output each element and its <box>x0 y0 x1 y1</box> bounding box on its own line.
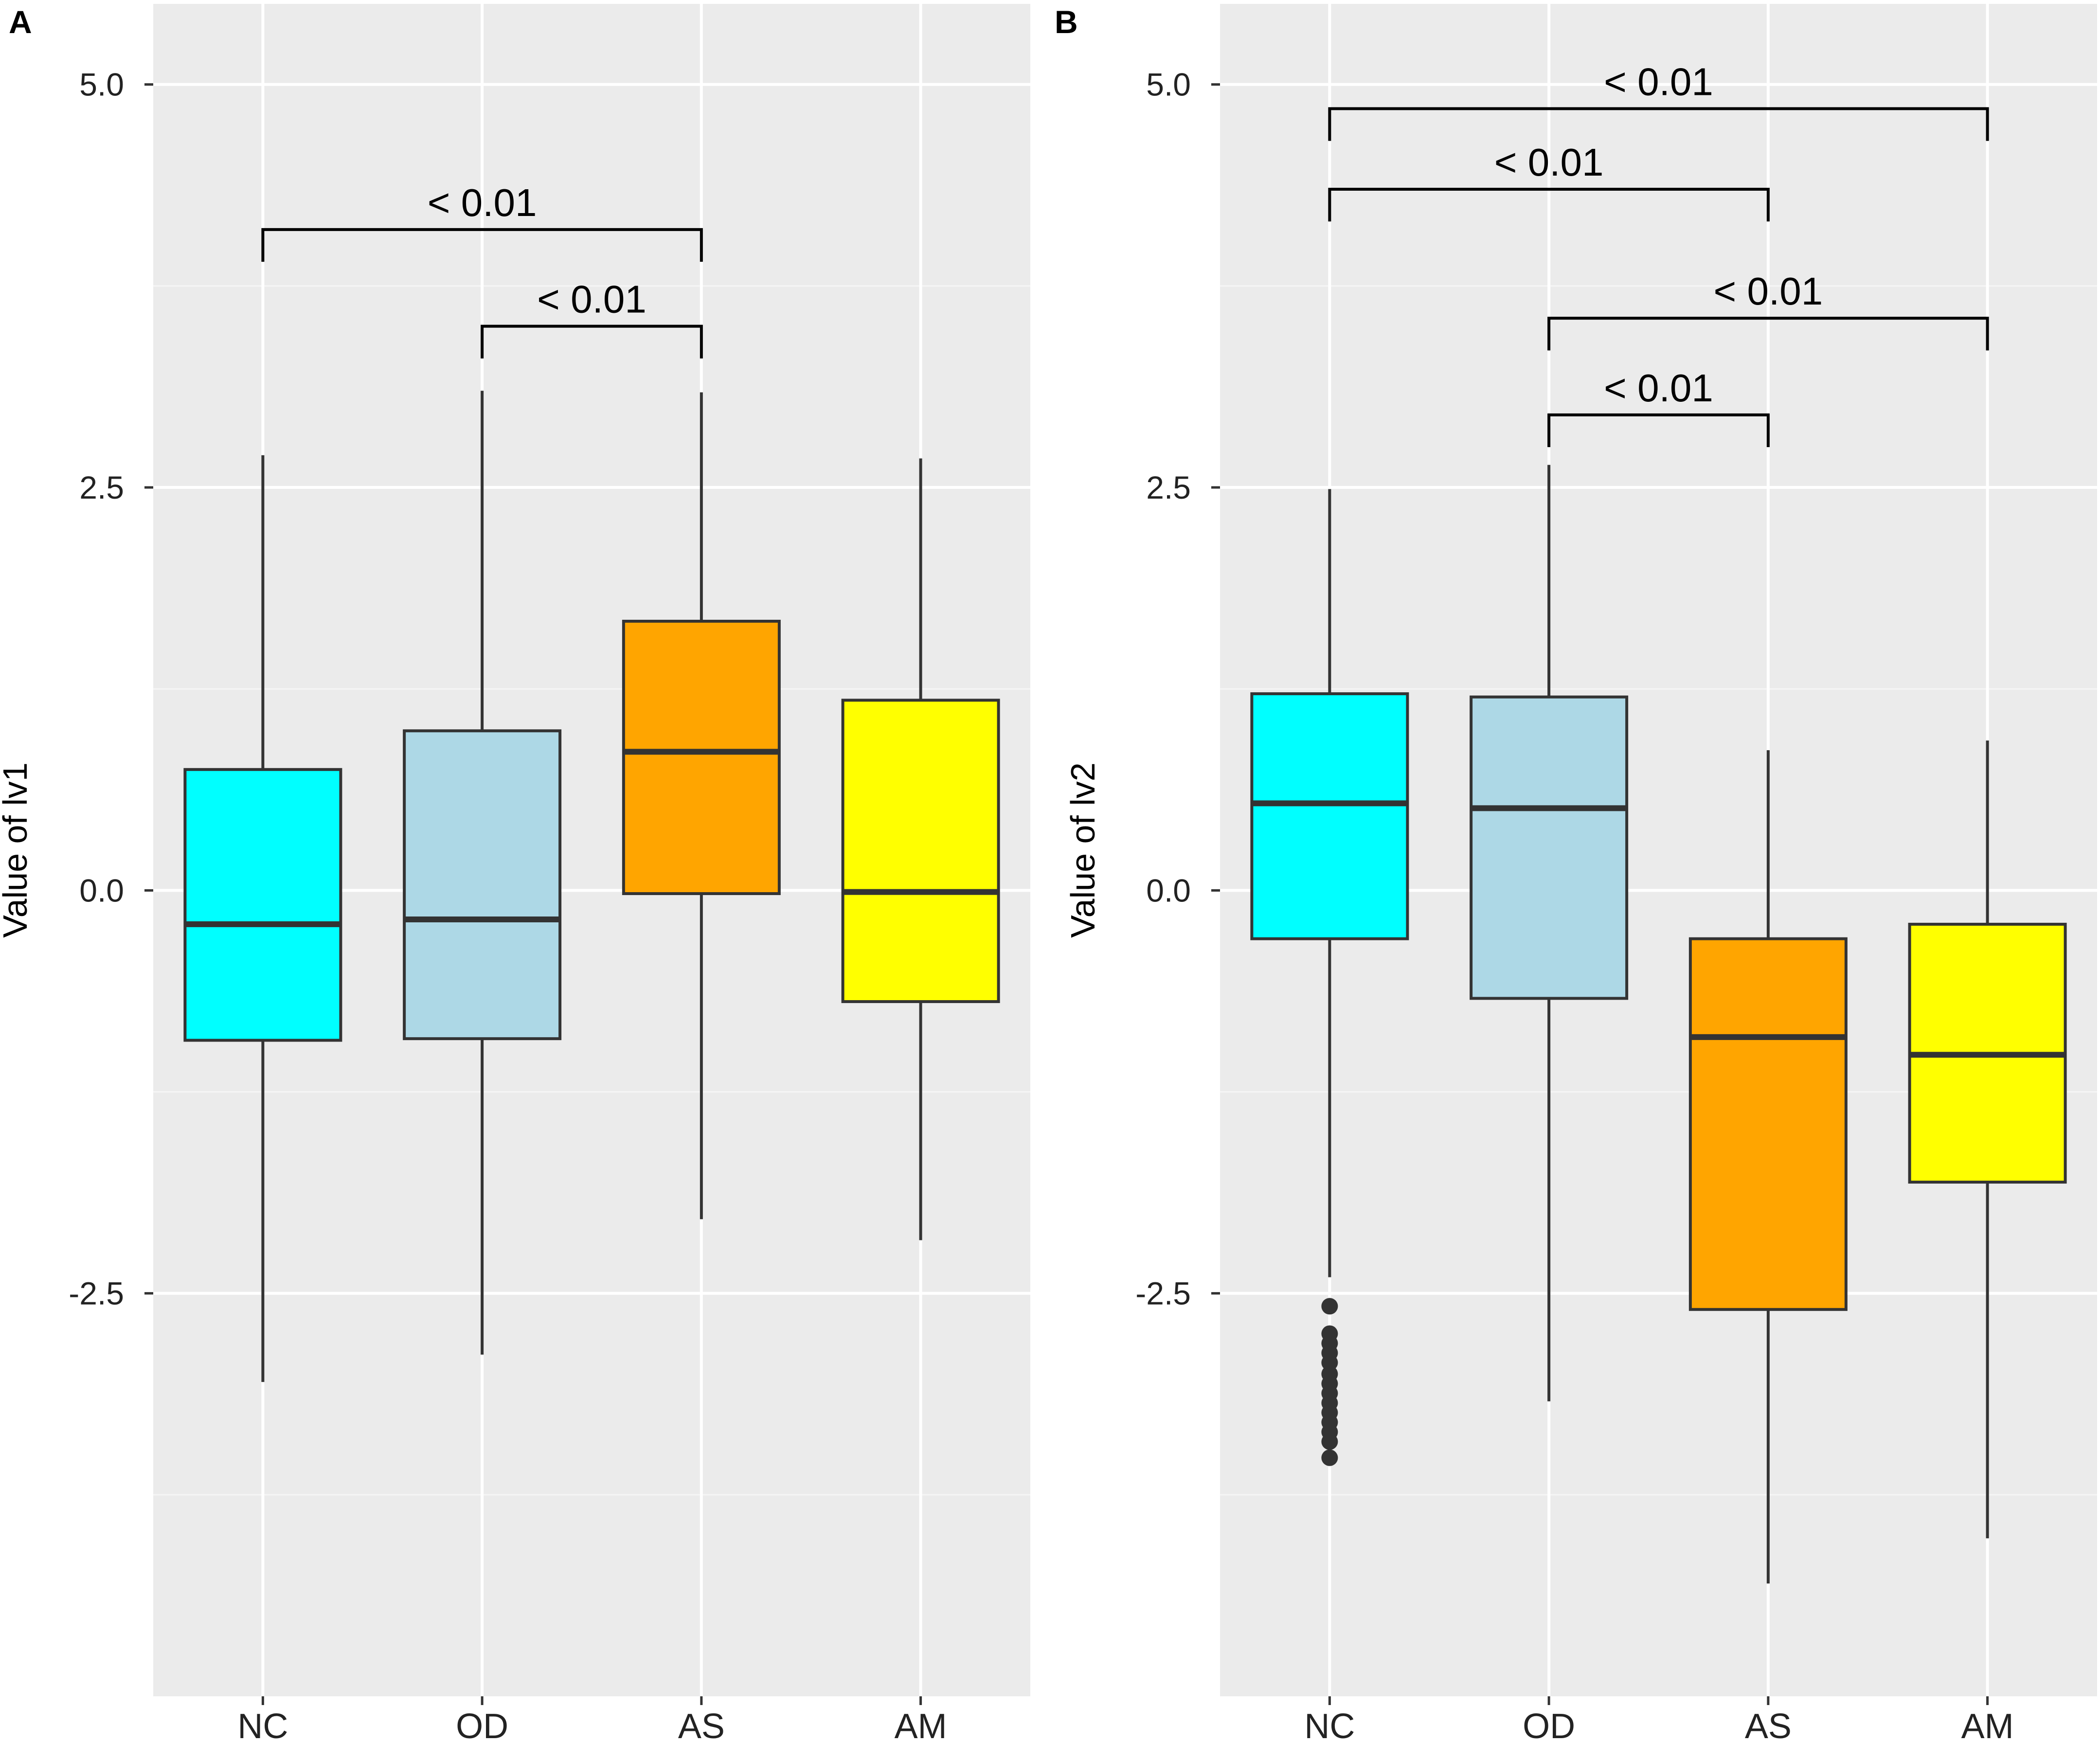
box-group-as <box>622 392 781 1220</box>
y-axis-title: Value of lv1 <box>0 762 34 938</box>
y-tick-label: 2.5 <box>1146 469 1191 505</box>
box-group-as <box>1688 750 1848 1584</box>
p-value-label-od-am: < 0.01 <box>1714 270 1823 313</box>
panel-b: 5.0 2.5 0.0 -2.5 NC OD AS AM Value of lv2 B < 0.01… <box>1055 4 2097 1743</box>
y-tick-label: -2.5 <box>1135 1276 1191 1312</box>
p-value-label-nc-as: < 0.01 <box>428 181 537 224</box>
box-group-am <box>1908 740 2067 1539</box>
y-axis-title: Value of lv2 <box>1064 762 1102 938</box>
x-tick-label-od: OD <box>1523 1707 1575 1743</box>
outlier-point-nc-13 <box>1321 1449 1338 1466</box>
panel-label: B <box>1055 4 1078 40</box>
x-tick-label-nc: NC <box>1304 1707 1355 1743</box>
outlier-point-nc-12 <box>1321 1433 1338 1450</box>
y-tick-label: 0.0 <box>1146 872 1191 908</box>
outlier-point-nc-0 <box>1321 1298 1338 1315</box>
panel-label: A <box>9 4 32 40</box>
y-tick-label: 5.0 <box>79 67 124 103</box>
box-od <box>403 729 562 1041</box>
box-od <box>1470 695 1629 1000</box>
p-value-label-od-as: < 0.01 <box>537 278 646 321</box>
box-group-am <box>841 458 1000 1240</box>
significance-bracket-nc-am <box>1328 107 1989 141</box>
significance-bracket-od-as <box>481 324 703 359</box>
x-tick-label-as: AS <box>1745 1707 1792 1743</box>
box-group-od <box>1470 465 1629 1402</box>
y-tick-label: 2.5 <box>79 469 124 505</box>
significance-bracket-nc-as <box>261 228 703 262</box>
box-am <box>841 699 1000 1003</box>
p-value-label-nc-as: < 0.01 <box>1494 141 1604 184</box>
box-as <box>1688 937 1848 1311</box>
y-tick-label: 0.0 <box>79 872 124 908</box>
box-nc <box>183 768 342 1042</box>
x-tick-label-am: AM <box>895 1707 947 1743</box>
x-tick-label-nc: NC <box>237 1707 288 1743</box>
p-value-label-od-as: < 0.01 <box>1604 366 1713 410</box>
x-tick-label-am: AM <box>1961 1707 2014 1743</box>
p-value-label-nc-am: < 0.01 <box>1604 60 1713 103</box>
box-group-od <box>403 391 562 1355</box>
significance-bracket-nc-as <box>1328 188 1770 222</box>
box-group-nc <box>183 455 342 1382</box>
panel-a: 5.0 2.5 0.0 -2.5 NC OD AS AM Value of lv1 A < 0.01… <box>0 4 1030 1743</box>
y-tick-label: 5.0 <box>1146 67 1191 103</box>
x-tick-label-as: AS <box>678 1707 725 1743</box>
y-tick-label: -2.5 <box>69 1276 124 1312</box>
box-nc <box>1250 692 1409 940</box>
significance-bracket-od-as <box>1547 413 1770 448</box>
x-tick-label-od: OD <box>456 1707 508 1743</box>
box-as <box>622 620 781 895</box>
significance-bracket-od-am <box>1547 317 1989 351</box>
box-group-nc <box>1250 489 1409 1466</box>
